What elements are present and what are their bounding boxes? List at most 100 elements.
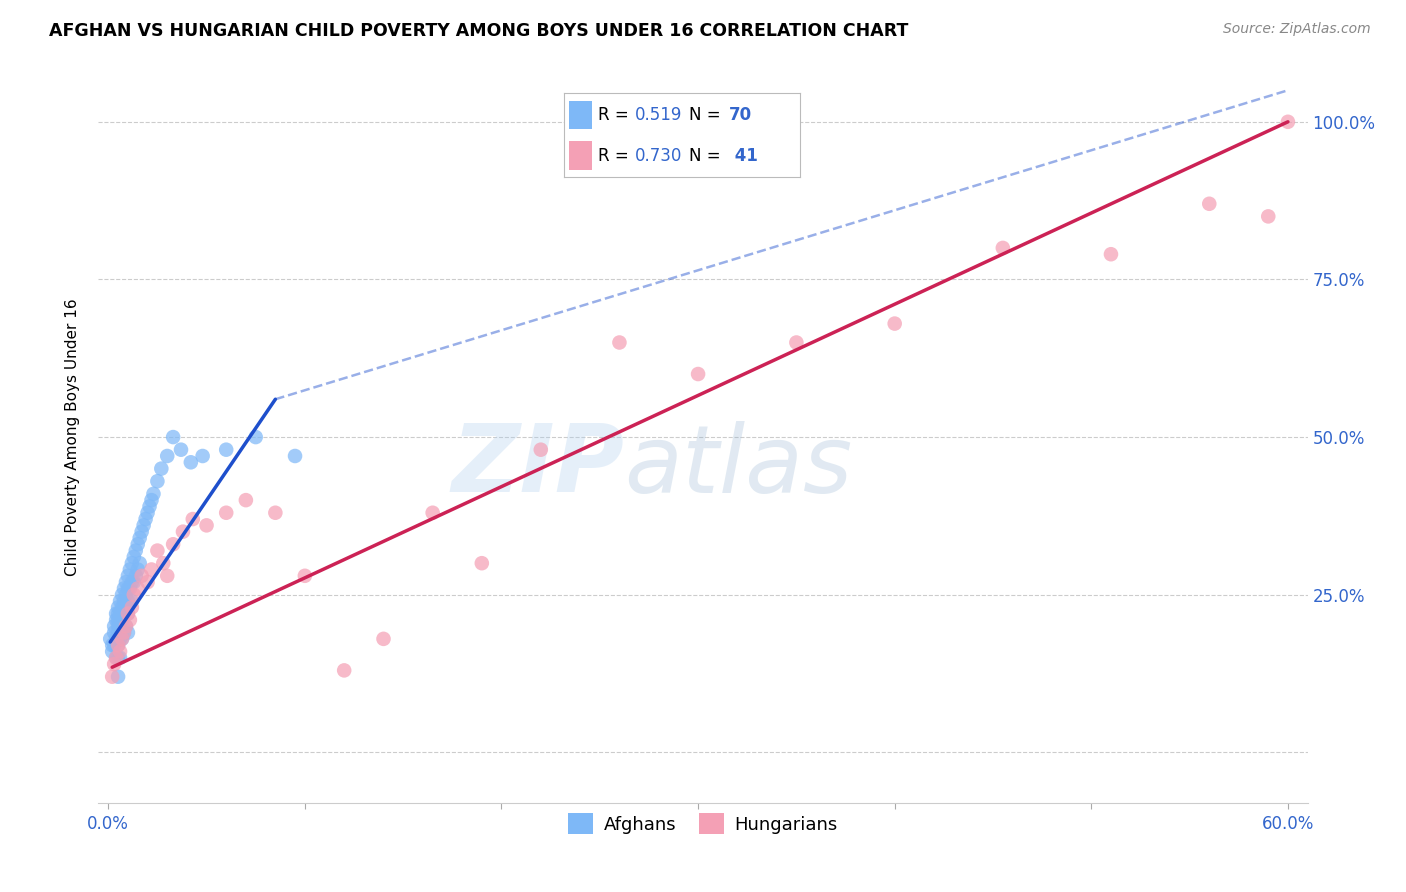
Point [108, 644, 131, 658]
Point [136, 575, 159, 590]
Point [105, 607, 128, 621]
Point [195, 518, 218, 533]
Point [112, 582, 135, 596]
Legend: Afghans, Hungarians: Afghans, Hungarians [561, 806, 845, 841]
Point [115, 619, 138, 633]
Point [115, 600, 138, 615]
Point [115, 575, 138, 590]
Point [108, 619, 131, 633]
Point [111, 588, 134, 602]
Point [122, 588, 145, 602]
Point [103, 625, 125, 640]
Point [112, 607, 135, 621]
Point [107, 650, 129, 665]
Point [785, 335, 807, 350]
Point [138, 500, 160, 514]
Point [122, 549, 145, 564]
Point [108, 607, 131, 621]
Point [156, 569, 179, 583]
Text: ZIP: ZIP [451, 420, 624, 512]
Point [117, 594, 139, 608]
Point [111, 632, 134, 646]
Point [132, 518, 155, 533]
Point [131, 524, 153, 539]
Point [131, 569, 153, 583]
Point [156, 449, 179, 463]
Point [141, 493, 163, 508]
Point [125, 543, 148, 558]
Point [105, 650, 128, 665]
Point [181, 512, 204, 526]
Point [111, 613, 134, 627]
Point [128, 556, 150, 570]
Point [215, 442, 238, 457]
Point [118, 582, 141, 596]
Point [101, 638, 124, 652]
Point [118, 562, 141, 576]
Point [688, 367, 710, 381]
Point [107, 607, 129, 621]
Point [264, 506, 287, 520]
Point [127, 537, 149, 551]
Point [107, 638, 129, 652]
Point [141, 562, 163, 576]
Point [101, 644, 124, 658]
Point [136, 506, 159, 520]
Point [235, 493, 257, 508]
Point [128, 531, 150, 545]
Point [333, 664, 356, 678]
Point [170, 442, 193, 457]
Point [609, 335, 631, 350]
Point [117, 607, 139, 621]
Point [101, 670, 124, 684]
Point [142, 487, 165, 501]
Point [121, 575, 143, 590]
Point [112, 625, 135, 640]
Point [117, 607, 139, 621]
Text: AFGHAN VS HUNGARIAN CHILD POVERTY AMONG BOYS UNDER 16 CORRELATION CHART: AFGHAN VS HUNGARIAN CHILD POVERTY AMONG … [49, 22, 908, 40]
Point [172, 524, 194, 539]
Point [107, 613, 129, 627]
Point [117, 569, 139, 583]
Point [215, 506, 238, 520]
Text: Source: ZipAtlas.com: Source: ZipAtlas.com [1223, 22, 1371, 37]
Point [1198, 196, 1220, 211]
Point [530, 442, 553, 457]
Point [991, 241, 1014, 255]
Point [191, 449, 214, 463]
Point [118, 613, 141, 627]
Point [127, 562, 149, 576]
Point [284, 449, 307, 463]
Point [108, 650, 131, 665]
Y-axis label: Child Poverty Among Boys Under 16: Child Poverty Among Boys Under 16 [65, 298, 80, 576]
Point [152, 556, 174, 570]
Point [162, 430, 184, 444]
Point [1277, 115, 1299, 129]
Point [108, 594, 131, 608]
Point [108, 632, 131, 646]
Point [107, 600, 129, 615]
Point [111, 600, 134, 615]
Point [121, 594, 143, 608]
Point [115, 619, 138, 633]
Point [107, 619, 129, 633]
Point [107, 638, 129, 652]
Point [112, 594, 135, 608]
Point [471, 556, 494, 570]
Point [125, 569, 148, 583]
Point [115, 588, 138, 602]
Point [103, 638, 125, 652]
Point [117, 625, 139, 640]
Point [150, 461, 173, 475]
Point [1099, 247, 1122, 261]
Point [122, 575, 145, 590]
Point [294, 569, 316, 583]
Point [373, 632, 395, 646]
Point [180, 455, 202, 469]
Point [117, 582, 139, 596]
Point [112, 625, 135, 640]
Text: atlas: atlas [624, 421, 852, 512]
Point [105, 650, 128, 665]
Point [245, 430, 267, 444]
Point [1257, 210, 1279, 224]
